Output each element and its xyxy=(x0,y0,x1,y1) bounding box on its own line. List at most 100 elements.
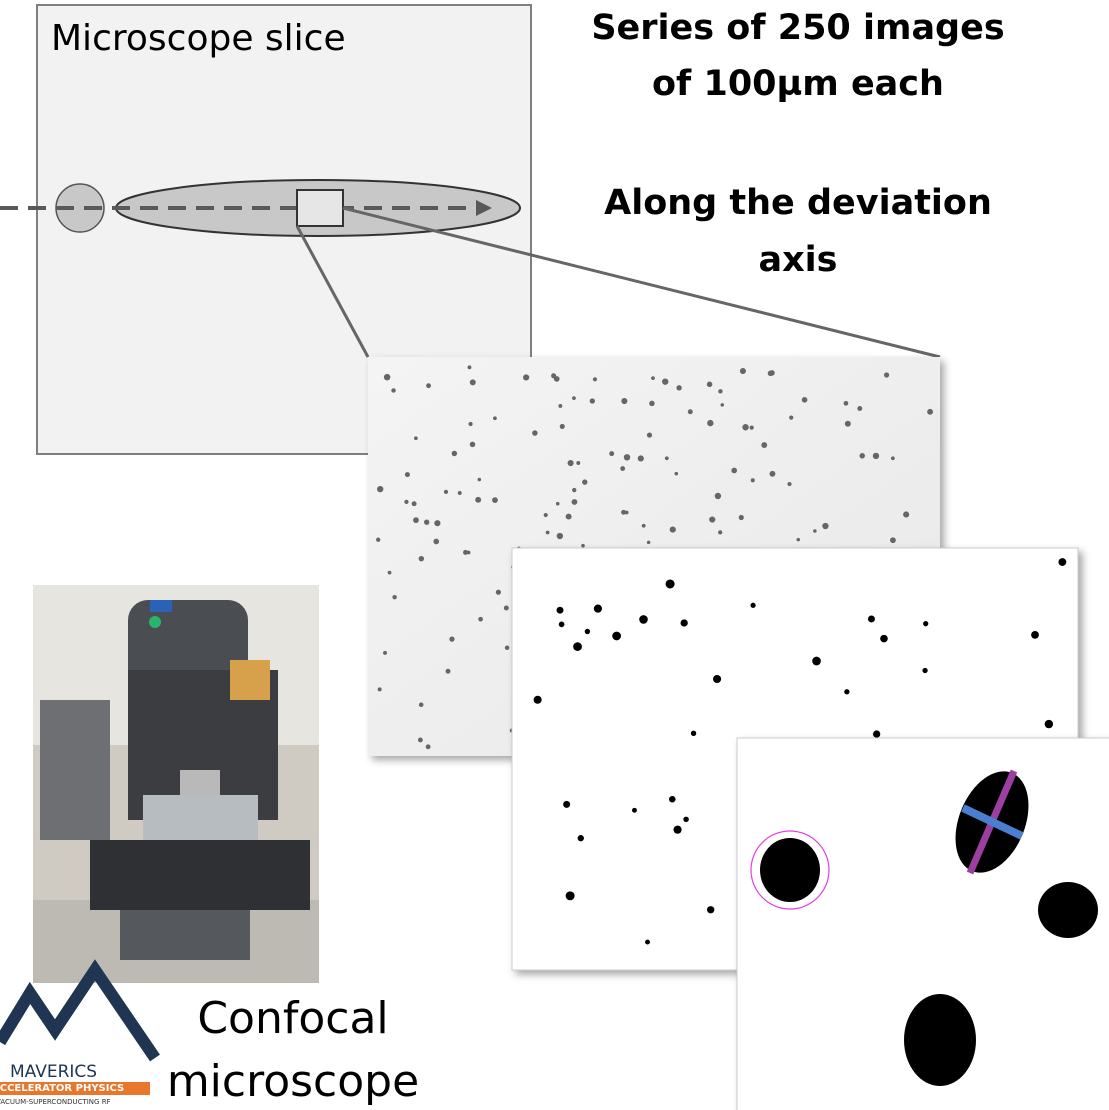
particle xyxy=(377,486,383,492)
particle xyxy=(873,730,880,737)
particle xyxy=(718,389,722,393)
particle xyxy=(468,422,472,426)
particle xyxy=(845,421,851,427)
particle xyxy=(674,472,678,476)
particle xyxy=(718,530,722,534)
particle xyxy=(446,669,451,674)
particle xyxy=(868,615,875,622)
particle xyxy=(578,835,584,841)
particle xyxy=(609,451,614,456)
particle xyxy=(1045,720,1053,728)
particle xyxy=(770,471,776,477)
particle xyxy=(557,607,564,614)
series-note: Series of 250 images xyxy=(548,8,1048,48)
particle xyxy=(620,466,625,471)
particle xyxy=(478,617,483,622)
particle xyxy=(844,689,849,694)
particle xyxy=(463,550,468,555)
particle xyxy=(880,635,888,643)
particle xyxy=(873,453,879,459)
particle xyxy=(662,378,668,384)
particle xyxy=(532,430,538,436)
particle xyxy=(802,397,808,403)
particle xyxy=(683,817,688,822)
microscope-label: microscope xyxy=(143,1056,443,1107)
particle xyxy=(581,544,585,548)
particle xyxy=(444,490,448,494)
particle xyxy=(566,514,572,520)
particle xyxy=(903,511,909,517)
particle xyxy=(670,526,676,532)
particle xyxy=(750,426,754,430)
particle xyxy=(560,424,565,429)
particle xyxy=(715,493,721,499)
particle xyxy=(638,455,644,461)
particle xyxy=(632,808,637,813)
particle xyxy=(789,415,793,419)
particle xyxy=(419,556,424,561)
particle xyxy=(556,502,560,506)
series-note: of 100µm each xyxy=(548,64,1048,104)
particle xyxy=(688,409,693,414)
particle xyxy=(645,940,650,945)
particle xyxy=(582,479,587,484)
particle xyxy=(612,632,621,641)
particle xyxy=(493,416,497,420)
particle xyxy=(391,388,395,392)
particle xyxy=(707,906,714,913)
particle xyxy=(568,460,574,466)
particle xyxy=(624,454,630,460)
particle xyxy=(796,538,800,542)
zoom-square xyxy=(297,190,343,226)
particle xyxy=(1058,558,1066,566)
particle xyxy=(884,372,889,377)
particle xyxy=(496,590,501,595)
particle xyxy=(413,517,419,523)
particle xyxy=(405,472,410,477)
particle xyxy=(676,385,681,390)
particle xyxy=(478,478,482,482)
particle xyxy=(534,696,542,704)
particle xyxy=(822,523,828,529)
particle xyxy=(639,615,648,624)
particle xyxy=(844,401,849,406)
particle xyxy=(665,456,669,460)
particle xyxy=(673,826,681,834)
particle xyxy=(544,513,548,517)
slice-label: Microscope slice xyxy=(51,18,346,59)
particle xyxy=(424,519,429,524)
particle xyxy=(468,365,472,369)
axis-note: Along the deviation xyxy=(548,183,1048,223)
particle xyxy=(812,657,821,666)
particle xyxy=(709,516,715,522)
particle xyxy=(388,571,392,575)
particle xyxy=(434,520,440,526)
particle xyxy=(891,456,895,460)
particle xyxy=(504,606,509,611)
particle xyxy=(414,436,418,440)
particle xyxy=(923,621,928,626)
particle xyxy=(383,651,387,655)
particle xyxy=(566,891,575,900)
particle xyxy=(647,541,651,545)
particle xyxy=(691,731,696,736)
particle xyxy=(558,404,562,408)
particle xyxy=(426,383,431,388)
particle xyxy=(419,702,424,707)
particle xyxy=(384,374,390,380)
particle xyxy=(572,499,578,505)
particle xyxy=(470,442,476,448)
particle xyxy=(739,515,744,520)
particle xyxy=(572,488,576,492)
axis-note: axis xyxy=(548,240,1048,280)
particle xyxy=(557,533,563,539)
particle xyxy=(563,801,570,808)
particle xyxy=(751,478,755,482)
particle xyxy=(857,406,862,411)
particle xyxy=(585,629,590,634)
particle xyxy=(750,603,755,608)
particle xyxy=(890,537,896,543)
particle xyxy=(505,646,510,651)
particle xyxy=(452,451,457,456)
particle xyxy=(594,604,602,612)
